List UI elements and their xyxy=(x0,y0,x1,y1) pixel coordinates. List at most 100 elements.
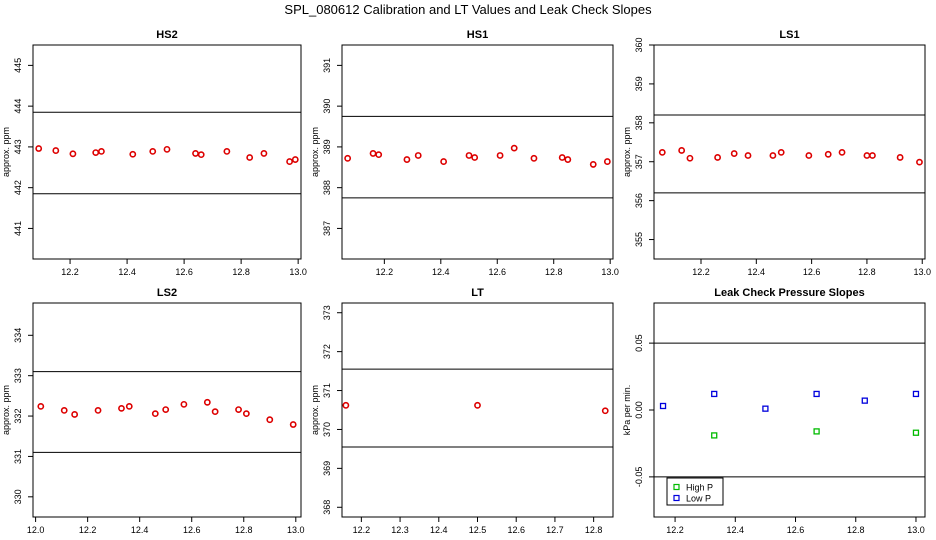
y-tick-label: 368 xyxy=(322,500,332,515)
y-tick-label: 330 xyxy=(13,489,23,504)
data-point xyxy=(686,154,694,162)
x-tick-label: 12.2 xyxy=(376,267,394,277)
data-point xyxy=(805,152,813,159)
data-point xyxy=(603,158,611,165)
plot-frame xyxy=(341,44,614,260)
data-point xyxy=(246,154,254,161)
data-point xyxy=(375,151,383,159)
x-tick-label: 12.8 xyxy=(545,267,563,277)
data-point xyxy=(762,405,769,412)
y-tick-label: 373 xyxy=(322,305,332,320)
data-point xyxy=(744,152,752,159)
data-point xyxy=(564,156,572,163)
data-point xyxy=(711,390,718,398)
data-point xyxy=(118,404,125,412)
y-tick-label: 357 xyxy=(634,154,644,169)
plot-frame xyxy=(32,302,302,518)
data-point xyxy=(163,145,171,153)
data-point xyxy=(912,390,920,398)
chart-panel-lt: LT 12.2 12.3 12.4 12.5 12.6 12.7 12.8 368 369 370 3… xyxy=(310,287,614,535)
x-tick-label: 12.6 xyxy=(803,267,821,277)
data-point xyxy=(60,407,68,414)
data-point xyxy=(414,152,422,159)
x-tick-label: 12.4 xyxy=(118,267,136,277)
data-point xyxy=(730,150,738,157)
data-point xyxy=(211,408,219,416)
y-tick-label: 371 xyxy=(322,383,332,398)
x-tick-label: 12.2 xyxy=(61,267,79,277)
x-tick-label: 12.6 xyxy=(183,525,201,535)
x-tick-label: 12.6 xyxy=(507,525,525,535)
y-tick-label: 370 xyxy=(322,422,332,437)
legend-marker xyxy=(673,494,680,502)
y-tick-label: 0.05 xyxy=(634,334,644,352)
data-point xyxy=(35,145,43,152)
x-tick-label: 12.2 xyxy=(79,525,97,535)
x-tick-label: 12.4 xyxy=(748,267,766,277)
x-tick-label: 12.8 xyxy=(585,525,603,535)
data-point xyxy=(659,402,667,410)
data-point xyxy=(94,407,102,414)
data-point xyxy=(714,154,722,161)
panel-title: LT xyxy=(471,287,484,299)
y-tick-label: 390 xyxy=(322,99,332,114)
data-point xyxy=(861,397,868,404)
data-point xyxy=(474,401,481,409)
x-tick-label: 12.8 xyxy=(858,267,876,277)
data-point xyxy=(162,406,170,413)
x-tick-label: 12.6 xyxy=(488,267,506,277)
x-tick-label: 12.4 xyxy=(430,525,448,535)
y-tick-label: 355 xyxy=(634,232,644,247)
panel-title: LS2 xyxy=(157,287,177,299)
x-tick-label: 13.0 xyxy=(913,267,931,277)
data-point xyxy=(149,147,157,155)
plot-frame xyxy=(653,44,926,260)
chart-panel-ls2: LS2 12.0 12.2 12.4 12.6 12.8 13.0 330 331 332 333 3… xyxy=(1,287,305,535)
x-tick-label: 12.8 xyxy=(847,525,865,535)
x-tick-label: 12.4 xyxy=(131,525,149,535)
data-point xyxy=(151,410,159,418)
data-point xyxy=(440,158,448,165)
y-tick-label: 359 xyxy=(634,76,644,91)
y-tick-label: 445 xyxy=(13,58,23,73)
data-point xyxy=(711,432,718,439)
data-point xyxy=(403,156,411,163)
data-point xyxy=(71,411,79,418)
data-point xyxy=(510,144,518,152)
x-tick-label: 12.6 xyxy=(787,525,805,535)
chart-panel-ls1: LS1 12.2 12.4 12.6 12.8 13.0 355 356 357 358 359 36… xyxy=(622,29,931,277)
panel-title: HS1 xyxy=(467,29,488,41)
x-tick-label: 12.8 xyxy=(232,267,250,277)
data-point xyxy=(813,390,820,398)
chart-panel-hs1: HS1 12.2 12.4 12.6 12.8 13.0 387 388 389 390 391 ap… xyxy=(310,29,619,277)
data-point xyxy=(192,150,199,157)
y-tick-label: 369 xyxy=(322,461,332,476)
x-tick-label: 12.3 xyxy=(391,525,409,535)
data-point xyxy=(471,154,479,161)
y-tick-label: 334 xyxy=(13,328,23,343)
data-point xyxy=(769,152,777,159)
data-point xyxy=(289,421,297,428)
x-tick-label: 13.0 xyxy=(601,267,619,277)
x-tick-label: 13.0 xyxy=(287,525,305,535)
y-tick-label: 0.00 xyxy=(634,401,644,419)
y-tick-label: 443 xyxy=(13,139,23,154)
y-tick-label: 358 xyxy=(634,115,644,130)
y-axis-label: approx. ppm xyxy=(310,385,320,435)
data-point xyxy=(658,148,666,156)
data-point xyxy=(52,147,60,154)
data-point xyxy=(342,401,350,409)
data-point xyxy=(589,161,597,168)
x-tick-label: 12.2 xyxy=(692,267,710,277)
y-tick-label: -0.05 xyxy=(634,467,644,488)
x-tick-label: 12.4 xyxy=(432,267,450,277)
y-axis-label: approx. ppm xyxy=(1,385,11,435)
data-point xyxy=(69,150,77,158)
data-point xyxy=(369,150,377,157)
data-point xyxy=(601,407,609,415)
x-tick-label: 12.0 xyxy=(27,525,45,535)
plot-frame xyxy=(32,44,302,260)
x-tick-label: 12.4 xyxy=(727,525,745,535)
legend-label: High P xyxy=(686,483,713,493)
